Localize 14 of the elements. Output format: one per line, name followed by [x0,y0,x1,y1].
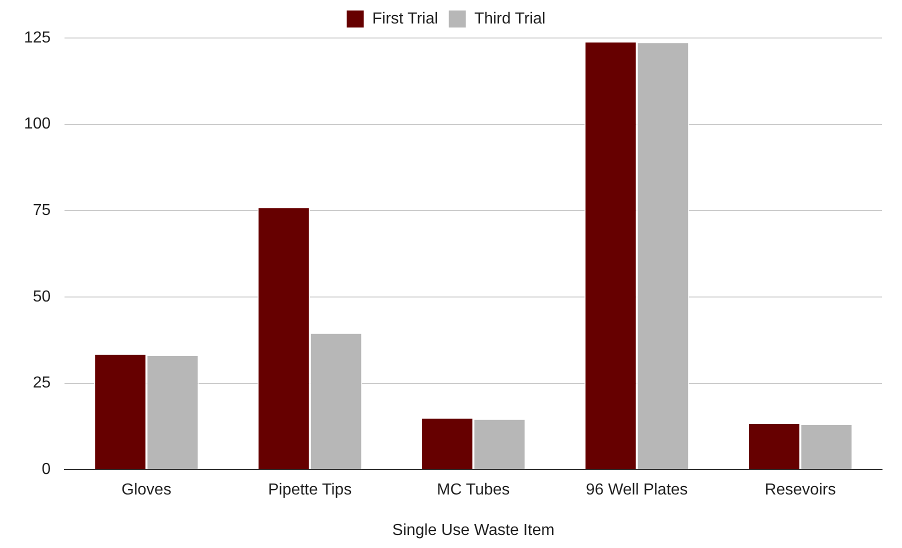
y-tick-label: 125 [24,29,51,46]
y-tick-label: 25 [32,374,51,392]
legend-label: Third Trial [474,10,546,28]
y-tick-label: 0 [42,461,51,478]
x-tick-label: 96 Well Plates [586,482,688,499]
y-tick-label: 100 [24,116,51,133]
x-tick-label: MC Tubes [436,482,510,499]
x-tick-label: Gloves [122,482,172,499]
legend-label: First Trial [372,10,438,28]
y-tick-label: 75 [32,202,51,220]
x-tick-label: Pipette Tips [268,482,352,499]
y-tick-label: 50 [32,288,51,306]
x-axis-title: Single Use Waste Item [392,522,554,539]
x-tick-label: Resevoirs [764,482,836,499]
